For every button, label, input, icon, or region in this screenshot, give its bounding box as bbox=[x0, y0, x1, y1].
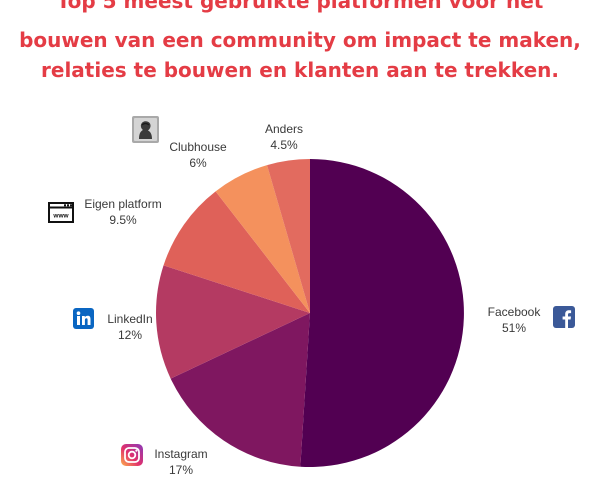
instagram-logo-icon bbox=[121, 444, 143, 466]
label-instagram-name: Instagram bbox=[154, 447, 208, 461]
title-line-2: bouwen van een community om impact te ma… bbox=[19, 28, 581, 52]
label-facebook-value: 51% bbox=[501, 321, 527, 335]
label-anders: Anders 4.5% bbox=[254, 121, 314, 153]
label-instagram: Instagram 17% bbox=[148, 446, 214, 478]
label-clubhouse-value: 6% bbox=[189, 156, 207, 170]
label-eigen-platform: Eigen platform 9.5% bbox=[78, 196, 168, 228]
label-eigen-platform-value: 9.5% bbox=[109, 213, 137, 227]
pie-slice-instagram bbox=[170, 313, 310, 467]
pie-slice-eigen-platform bbox=[163, 191, 310, 313]
label-instagram-value: 17% bbox=[168, 463, 194, 477]
label-linkedin: LinkedIn 12% bbox=[102, 311, 158, 343]
pie-slice-anders bbox=[267, 159, 310, 313]
label-facebook-name: Facebook bbox=[487, 305, 541, 319]
svg-text:www: www bbox=[52, 213, 69, 220]
pie-slice-clubhouse bbox=[215, 165, 310, 313]
title-line-3: relaties te bouwen en klanten aan te tre… bbox=[41, 58, 559, 82]
clubhouse-logo-icon bbox=[132, 116, 159, 143]
pie-slice-linkedin bbox=[156, 265, 310, 379]
pie-slice-facebook bbox=[300, 159, 464, 467]
label-clubhouse-name: Clubhouse bbox=[169, 140, 227, 154]
label-linkedin-value: 12% bbox=[117, 328, 143, 342]
facebook-logo-icon bbox=[553, 306, 575, 328]
label-eigen-platform-name: Eigen platform bbox=[84, 197, 162, 211]
linkedin-logo-icon bbox=[73, 308, 94, 329]
label-clubhouse: Clubhouse 6% bbox=[163, 139, 233, 171]
browser-window-www-icon: www bbox=[48, 202, 74, 223]
title-line-1: Top 5 meest gebruikte platformen voor he… bbox=[56, 0, 544, 13]
label-facebook: Facebook 51% bbox=[483, 304, 545, 336]
label-linkedin-name: LinkedIn bbox=[107, 312, 153, 326]
label-anders-name: Anders bbox=[264, 122, 304, 136]
label-anders-value: 4.5% bbox=[270, 138, 298, 152]
